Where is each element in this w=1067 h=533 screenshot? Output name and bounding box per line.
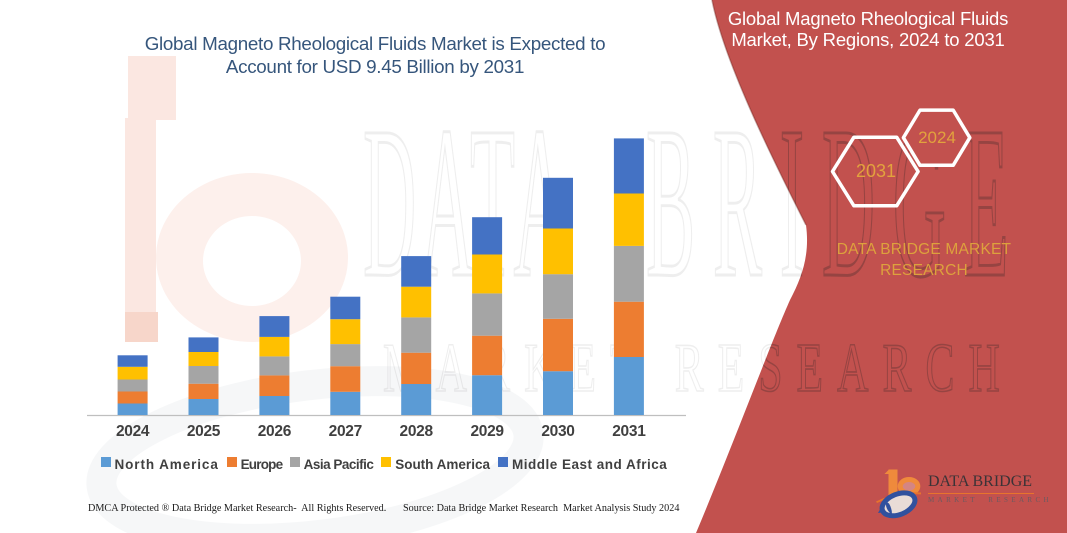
svg-text:DATA: DATA — [363, 84, 571, 324]
